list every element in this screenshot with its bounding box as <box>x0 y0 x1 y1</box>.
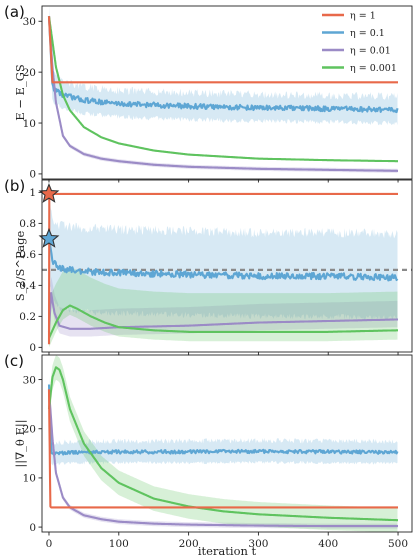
plot-area <box>42 192 412 348</box>
ytick-label: 20 <box>23 424 36 436</box>
plot-area <box>47 355 399 532</box>
ytick-label: 1 <box>29 187 36 199</box>
ytick-label: 0 <box>29 169 36 181</box>
series-line-1 <box>47 384 399 456</box>
xtick-label: 0 <box>46 538 53 550</box>
series-line-1 <box>47 16 399 114</box>
band-1 <box>49 376 398 466</box>
xtick-label: 100 <box>109 538 129 550</box>
series-line-0 <box>47 389 399 509</box>
ytick-label: 30 <box>23 374 36 386</box>
panel-b: 0 0.2 0.4 0.6 0.8 1 (b) S_2/S^Page <box>4 177 413 356</box>
band-2 <box>49 276 398 340</box>
panel-label: (a) <box>4 3 25 21</box>
legend-label: η = 0.01 <box>350 46 391 57</box>
legend-label: η = 1 <box>350 11 376 22</box>
ytick-label: 0.8 <box>19 218 36 230</box>
series-line-1 <box>47 238 399 282</box>
legend-label: η = 0.1 <box>350 28 385 39</box>
legend: η = 1 η = 0.1 η = 0.01 η = 0.001 <box>322 11 397 74</box>
ytick-label: 0.2 <box>19 311 36 323</box>
ytick-label: 0.6 <box>19 249 36 261</box>
series-line-3 <box>47 366 399 522</box>
axes-frame <box>41 5 413 180</box>
y-axis-label: E − E_GS <box>13 64 27 121</box>
series-line-3 <box>48 304 399 339</box>
axes-frame <box>41 179 413 353</box>
x-axis-label: iteration t <box>198 544 257 558</box>
ytick-label: 0 <box>29 342 36 354</box>
y-axis-label: ||∇_θ E|| <box>13 419 28 467</box>
ytick-label: 10 <box>23 473 36 485</box>
axes-frame <box>41 354 413 533</box>
panel-label: (c) <box>4 352 24 370</box>
series-line-2 <box>47 292 399 332</box>
series-line-2 <box>47 389 399 528</box>
series-line-2 <box>47 16 399 172</box>
panel-label: (b) <box>4 177 25 195</box>
band-3 <box>49 355 398 532</box>
ytick-label: 0 <box>29 522 36 534</box>
xtick-label: 400 <box>318 538 338 550</box>
ytick-label: 0.4 <box>19 280 36 292</box>
xtick-label: 500 <box>388 538 408 550</box>
xtick-label: 300 <box>248 538 268 550</box>
band-1 <box>49 194 398 321</box>
series-line-0 <box>47 192 399 345</box>
ytick-label: 20 <box>23 67 36 79</box>
y-axis-label: S_2/S^Page <box>13 231 27 302</box>
series-line-0 <box>47 16 399 84</box>
series-line-3 <box>47 16 399 163</box>
ytick-label: 10 <box>23 118 36 130</box>
band-1 <box>49 6 398 126</box>
legend-label: η = 0.001 <box>350 63 397 74</box>
band-3 <box>49 15 398 162</box>
ytick-label: 30 <box>23 16 36 28</box>
xtick-label: 200 <box>179 538 199 550</box>
plot-area <box>47 6 399 173</box>
